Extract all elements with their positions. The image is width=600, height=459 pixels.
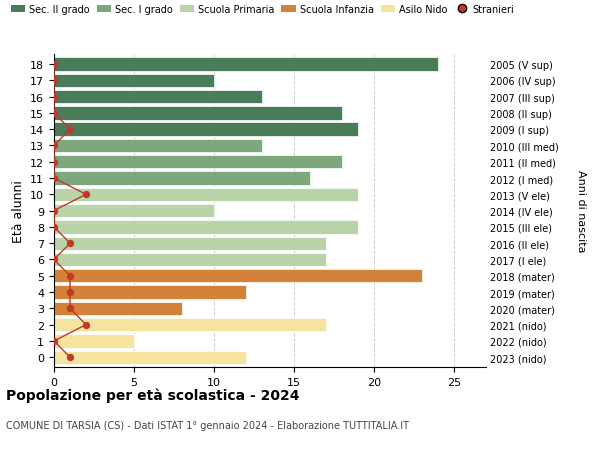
Bar [54,107,342,120]
Point [49,159,59,166]
Legend: Sec. II grado, Sec. I grado, Scuola Primaria, Scuola Infanzia, Asilo Nido, Stran: Sec. II grado, Sec. I grado, Scuola Prim… [11,5,515,15]
Point [65,305,75,312]
Bar [54,253,326,267]
Bar [54,188,358,202]
Bar [54,318,326,331]
Bar [54,74,214,88]
Text: Popolazione per età scolastica - 2024: Popolazione per età scolastica - 2024 [6,388,299,403]
Point [65,126,75,134]
Point [49,78,59,85]
Point [49,207,59,215]
Point [49,110,59,117]
Bar [54,221,358,234]
Point [65,354,75,361]
Point [81,321,91,329]
Point [49,142,59,150]
Point [49,224,59,231]
Text: COMUNE DI TARSIA (CS) - Dati ISTAT 1° gennaio 2024 - Elaborazione TUTTITALIA.IT: COMUNE DI TARSIA (CS) - Dati ISTAT 1° ge… [6,420,409,430]
Bar [54,58,438,72]
Bar [54,172,310,185]
Point [65,289,75,296]
Bar [54,140,262,153]
Bar [54,123,358,136]
Point [49,94,59,101]
Bar [54,302,182,315]
Bar [54,91,262,104]
Bar [54,204,214,218]
Bar [54,237,326,250]
Point [49,256,59,263]
Point [81,191,91,199]
Bar [54,286,246,299]
Point [49,337,59,345]
Point [49,61,59,68]
Bar [54,351,246,364]
Point [65,273,75,280]
Bar [54,156,342,169]
Point [49,175,59,182]
Bar [54,335,134,348]
Y-axis label: Anni di nascita: Anni di nascita [575,170,586,252]
Y-axis label: Età alunni: Età alunni [11,180,25,242]
Point [65,240,75,247]
Bar [54,269,422,283]
